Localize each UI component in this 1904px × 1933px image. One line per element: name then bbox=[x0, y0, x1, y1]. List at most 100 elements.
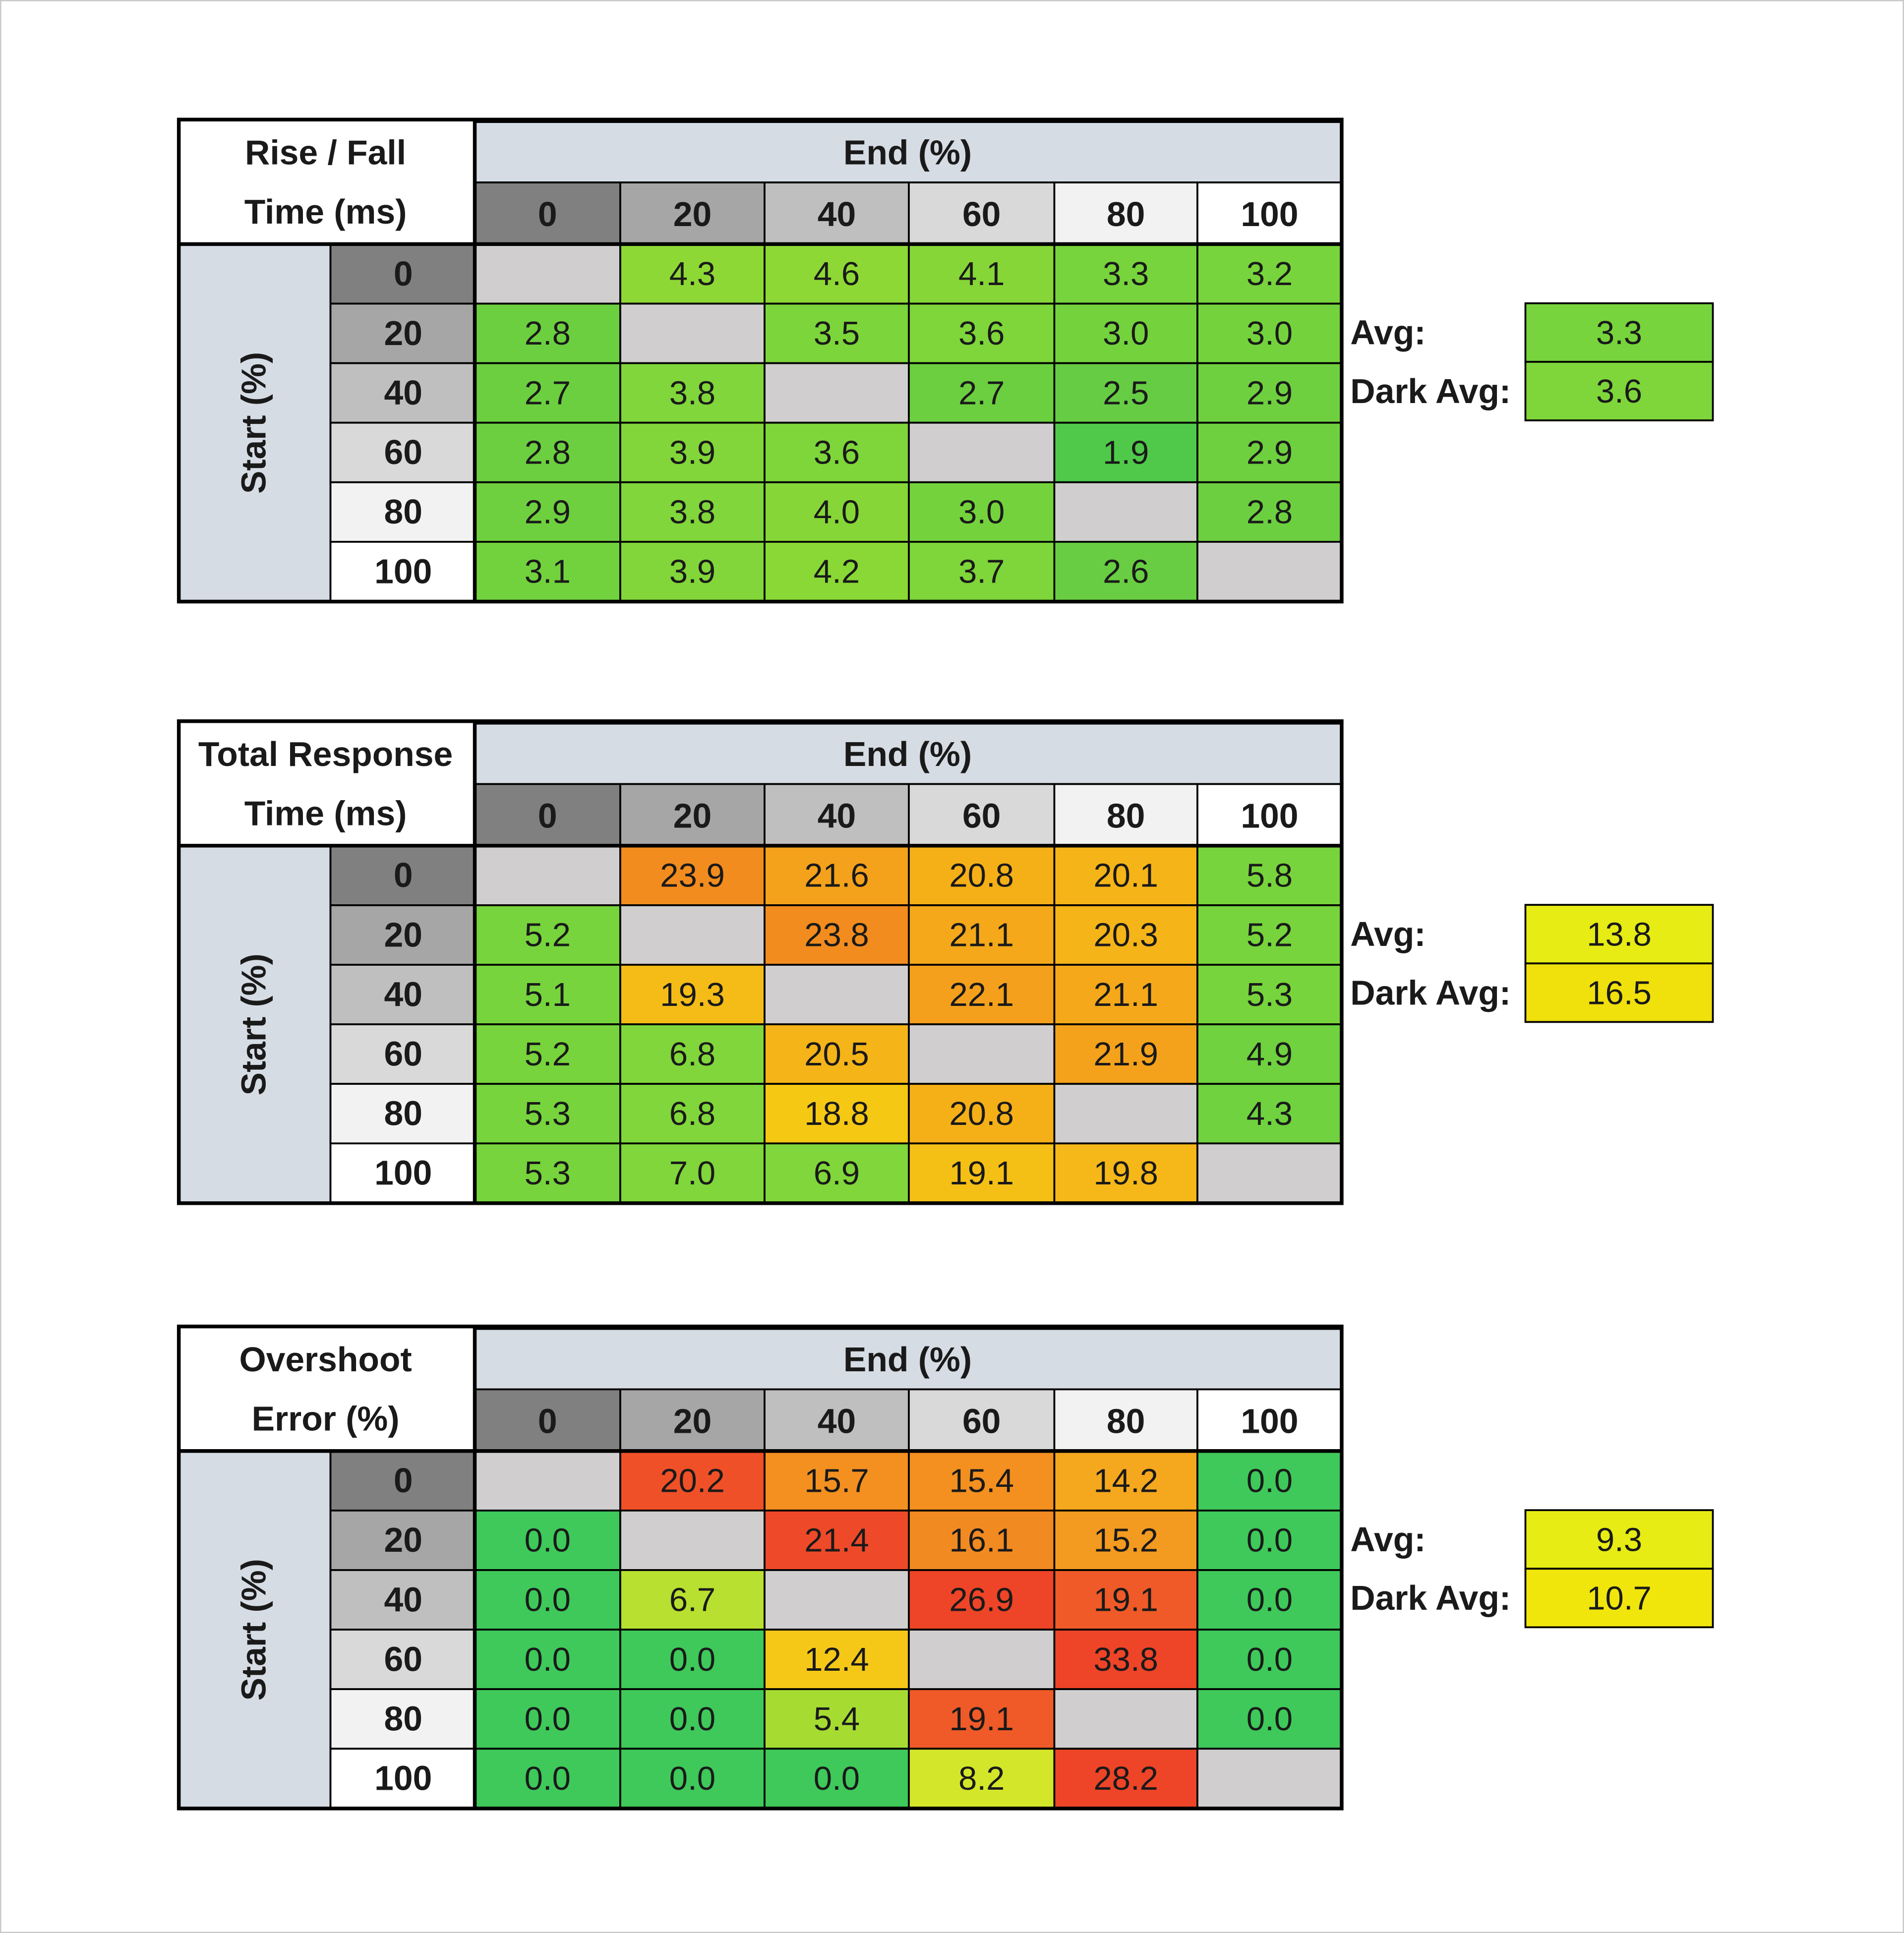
column-header: 80 bbox=[1107, 1402, 1145, 1440]
data-cell bbox=[619, 1142, 766, 1204]
column-header: 40 bbox=[818, 195, 856, 234]
data-cell bbox=[764, 1569, 910, 1631]
cell-value: 5.3 bbox=[525, 1155, 571, 1192]
cell-value: 20.2 bbox=[660, 1462, 725, 1499]
avg-label: Avg: bbox=[1350, 1520, 1426, 1559]
data-cell bbox=[1196, 1450, 1343, 1512]
data-cell bbox=[619, 1688, 766, 1750]
row-header: 100 bbox=[374, 1154, 432, 1192]
column-header-cell bbox=[474, 181, 621, 245]
table-border bbox=[177, 117, 1344, 604]
row-header-cell bbox=[329, 302, 476, 364]
data-cell bbox=[1053, 844, 1198, 906]
cell-value: 21.9 bbox=[1093, 1036, 1158, 1073]
data-cell bbox=[474, 1748, 621, 1810]
column-header-cell bbox=[1196, 1388, 1343, 1452]
cell-value: 22.1 bbox=[949, 976, 1014, 1013]
cell-value: 0.0 bbox=[1247, 1641, 1293, 1678]
end-label: End (%) bbox=[843, 1340, 972, 1379]
data-cell bbox=[908, 540, 1056, 602]
data-cell bbox=[1053, 1688, 1198, 1750]
cell-value: 20.8 bbox=[949, 1095, 1014, 1132]
data-cell bbox=[474, 1509, 621, 1571]
cell-value: 2.9 bbox=[1247, 434, 1293, 471]
cell-value: 3.5 bbox=[814, 315, 860, 352]
avg-value: 16.5 bbox=[1587, 975, 1652, 1012]
response-table: Rise / Fall Time (ms) End (%) Start (%) 0 20 4… bbox=[177, 117, 1714, 604]
data-cell bbox=[619, 1023, 766, 1085]
row-header-cell bbox=[329, 1450, 476, 1512]
column-header-cell bbox=[1053, 1388, 1198, 1452]
data-cell bbox=[764, 1142, 910, 1204]
cell-value: 2.8 bbox=[525, 434, 571, 471]
data-cell bbox=[764, 1688, 910, 1750]
data-cell bbox=[908, 964, 1056, 1025]
table-title: Total Response bbox=[198, 735, 453, 773]
data-cell bbox=[764, 1509, 910, 1571]
avg-cell bbox=[1524, 1509, 1714, 1570]
cell-value: 19.1 bbox=[1093, 1582, 1158, 1619]
column-header-cell bbox=[908, 783, 1056, 847]
row-header-cell bbox=[329, 243, 476, 305]
cell-value: 3.9 bbox=[669, 434, 715, 471]
row-header: 60 bbox=[384, 1035, 422, 1073]
cell-value: 2.7 bbox=[958, 374, 1005, 411]
avg-value: 3.3 bbox=[1596, 314, 1642, 351]
start-label: Start (%) bbox=[235, 1559, 273, 1700]
end-label: End (%) bbox=[843, 735, 972, 773]
row-header: 20 bbox=[384, 314, 422, 352]
response-table: Overshoot Error (%) End (%) Start (%) 0 20 40 6… bbox=[177, 1324, 1714, 1811]
cell-value: 0.0 bbox=[669, 1760, 715, 1797]
cell-value: 2.8 bbox=[525, 315, 571, 352]
cell-value: 6.8 bbox=[669, 1095, 715, 1132]
data-cell bbox=[1053, 481, 1198, 543]
cell-value: 20.5 bbox=[804, 1036, 869, 1073]
row-header: 40 bbox=[384, 373, 422, 412]
cell-value: 3.6 bbox=[958, 315, 1005, 352]
table-border bbox=[177, 1324, 1344, 1811]
cell-value: 2.7 bbox=[525, 374, 571, 411]
cell-value: 5.2 bbox=[525, 1036, 571, 1073]
cell-value: 5.3 bbox=[1247, 976, 1293, 1013]
column-header: 40 bbox=[818, 797, 856, 835]
data-cell bbox=[1053, 1083, 1198, 1145]
data-cell bbox=[1053, 1629, 1198, 1691]
cell-value: 15.7 bbox=[804, 1462, 869, 1499]
cell-value: 23.9 bbox=[660, 857, 725, 894]
row-header-cell bbox=[329, 1688, 476, 1750]
data-cell bbox=[908, 421, 1056, 483]
column-header: 0 bbox=[538, 797, 557, 835]
start-header bbox=[178, 1450, 332, 1810]
cell-value: 6.8 bbox=[669, 1036, 715, 1073]
data-cell bbox=[764, 540, 910, 602]
cell-value: 0.0 bbox=[525, 1582, 571, 1619]
table-title: Overshoot bbox=[239, 1340, 412, 1379]
cell-value: 0.0 bbox=[1247, 1462, 1293, 1499]
cell-value: 20.3 bbox=[1093, 917, 1158, 954]
cell-value: 21.1 bbox=[1093, 976, 1158, 1013]
column-header: 60 bbox=[962, 195, 1001, 234]
data-cell bbox=[908, 1142, 1056, 1204]
avg-cell bbox=[1524, 962, 1714, 1023]
cell-value: 5.4 bbox=[814, 1700, 860, 1738]
cell-value: 3.7 bbox=[958, 553, 1005, 590]
row-header: 0 bbox=[394, 254, 413, 293]
column-header-cell bbox=[764, 1388, 910, 1452]
data-cell bbox=[619, 421, 766, 483]
data-cell bbox=[474, 1450, 621, 1512]
data-cell bbox=[1053, 1023, 1198, 1085]
table-title: Time (ms) bbox=[244, 794, 407, 833]
cell-value: 3.6 bbox=[814, 434, 860, 471]
data-cell bbox=[1053, 540, 1198, 602]
row-header: 40 bbox=[384, 1580, 422, 1619]
start-header bbox=[178, 844, 332, 1204]
avg-value: 9.3 bbox=[1596, 1521, 1642, 1558]
column-header: 20 bbox=[673, 1402, 712, 1440]
column-header: 80 bbox=[1107, 195, 1145, 234]
data-cell bbox=[908, 1083, 1056, 1145]
cell-value: 2.8 bbox=[1247, 494, 1293, 531]
column-header: 20 bbox=[673, 195, 712, 234]
cell-value: 4.2 bbox=[814, 553, 860, 590]
data-cell bbox=[1196, 1748, 1343, 1810]
